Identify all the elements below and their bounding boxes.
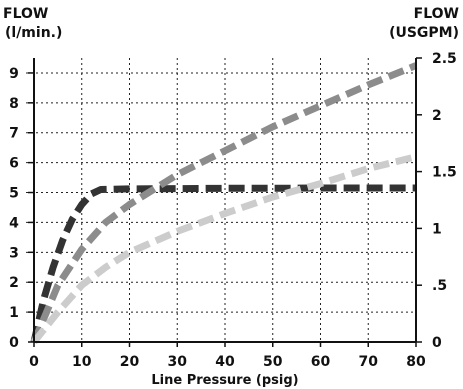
y-left-tick-label: 8 — [9, 96, 19, 112]
series-line-3 — [31, 153, 417, 345]
x-tick-label: 80 — [406, 354, 426, 370]
y-left-tick-label: 0 — [9, 335, 19, 351]
right-axis-title-line2: (USGPM) — [389, 25, 459, 41]
y-left-tick-label: 3 — [9, 245, 19, 261]
series-line-2 — [30, 62, 418, 344]
y-right-tick-label: 2 — [432, 108, 442, 124]
y-right-tick-label: 1.5 — [432, 165, 457, 181]
left-axis-title-line1: FLOW — [3, 6, 48, 22]
x-axis-label: Line Pressure (psig) — [151, 373, 298, 388]
series-line-1 — [30, 184, 416, 343]
y-left-tick-label: 9 — [9, 66, 19, 82]
x-tick-label: 70 — [359, 354, 379, 370]
x-tick-label: 10 — [72, 354, 92, 370]
y-left-tick-label: 6 — [9, 156, 19, 172]
x-tick-label: 0 — [29, 354, 39, 370]
y-right-tick-label: .5 — [432, 278, 447, 294]
y-left-tick-label: 2 — [9, 275, 19, 291]
grid-lines — [26, 58, 416, 342]
plot-frame — [28, 57, 422, 347]
left-axis-title-line2: (l/min.) — [5, 25, 62, 41]
right-axis-title-line1: FLOW — [414, 6, 459, 22]
y-right-tick-label: 0 — [432, 335, 442, 351]
y-right-tick-label: 2.5 — [432, 51, 457, 67]
y-left-tick-label: 5 — [9, 186, 19, 202]
y-right-tick-label: 1 — [432, 221, 442, 237]
tick-labels: 0 10 20 30 40 50 60 70 80 0 1 2 3 4 5 6 7 8 9 0 .5 1 1.5 2 2.5 — [9, 51, 457, 370]
y-left-tick-label: 4 — [9, 215, 19, 231]
x-tick-label: 50 — [263, 354, 283, 370]
y-left-tick-label: 1 — [9, 305, 19, 321]
x-tick-label: 40 — [215, 354, 235, 370]
x-tick-label: 30 — [168, 354, 188, 370]
x-tick-label: 60 — [311, 354, 331, 370]
y-left-tick-label: 7 — [9, 126, 19, 142]
data-series — [30, 62, 418, 345]
x-tick-label: 20 — [120, 354, 140, 370]
